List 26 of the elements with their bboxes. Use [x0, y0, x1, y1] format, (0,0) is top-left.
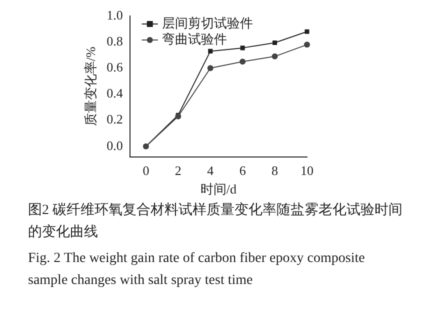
legend-label: 层间剪切试验件	[162, 15, 253, 30]
point	[272, 40, 278, 45]
x-tick-label: 2	[174, 163, 182, 178]
y-axis-title: 质量变化率/%	[83, 46, 98, 126]
legend-label: 弯曲试验件	[162, 31, 227, 46]
caption: Fig. 2 The weight gain rate of carbon fiber epoxy composite sample changes with salt spray test time	[27, 250, 366, 290]
y-tick-label: 0.6	[106, 60, 124, 75]
y-tick-label: 1.0	[106, 7, 123, 22]
y-tick-label: 0.0	[106, 138, 123, 153]
y-tick-label: 0.2	[106, 112, 123, 127]
y-tick-label: 0.8	[106, 33, 123, 48]
y-tick-label: 0.4	[106, 86, 124, 101]
point	[208, 48, 213, 54]
point	[304, 42, 310, 48]
x-axis-title: 时间/d	[200, 182, 237, 197]
x-tick-label: 4	[207, 163, 214, 178]
x-tick-label: 6	[239, 163, 246, 178]
point	[240, 58, 246, 65]
point	[272, 53, 278, 60]
point	[240, 46, 245, 50]
point	[304, 29, 310, 34]
x-tick-label: 10	[300, 163, 314, 178]
point	[207, 65, 214, 72]
x-tick-label: 0	[142, 163, 150, 178]
caption: 图2 碳纤维环氧复合材料试样质量变化率随盐雾老化试验时间的变化曲线	[27, 201, 404, 242]
x-tick-label: 8	[272, 163, 278, 178]
